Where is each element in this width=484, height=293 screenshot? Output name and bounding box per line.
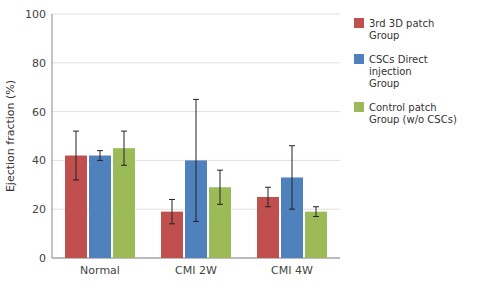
error-bar (289, 146, 295, 209)
y-axis-line (52, 14, 53, 258)
y-tick-label: 20 (32, 203, 46, 216)
y-tick-label: 100 (25, 8, 46, 21)
chart: 0 20 40 60 80 100 Normal CMI 2W CMI 4W Ejection f… (0, 0, 484, 293)
x-tick-label: Normal (80, 264, 120, 277)
y-axis-label: Ejection fraction (%) (4, 80, 17, 192)
error-bar (73, 131, 79, 180)
x-ticks: Normal CMI 2W CMI 4W (80, 264, 313, 277)
error-bar (313, 207, 319, 217)
y-tick-label: 0 (39, 252, 46, 265)
error-bar (169, 199, 175, 223)
grid-line (52, 62, 340, 63)
y-tick-label: 60 (32, 106, 46, 119)
y-tick-label: 80 (32, 57, 46, 70)
legend-label: 3rd 3D patchGroup (369, 18, 434, 41)
legend-label: Control patchGroup (w/o CSCs) (369, 102, 457, 125)
error-bar (217, 170, 223, 204)
grid-line (52, 14, 340, 15)
error-bar (265, 187, 271, 207)
legend-swatch (354, 102, 364, 112)
y-ticks: 0 20 40 60 80 100 (25, 8, 46, 265)
plot-area (65, 99, 327, 258)
legend-swatch (354, 18, 364, 28)
y-tick-label: 40 (32, 154, 46, 167)
x-tick-label: CMI 4W (271, 264, 313, 277)
grid (52, 14, 340, 258)
legend-swatch (354, 54, 364, 64)
error-bar (193, 99, 199, 221)
bar (89, 156, 111, 258)
legend-label: CSCs DirectinjectionGroup (369, 54, 428, 89)
bar (305, 212, 327, 258)
legend: 3rd 3D patchGroup CSCs DirectinjectionGro… (354, 18, 457, 125)
error-bar (97, 151, 103, 161)
error-bar (121, 131, 127, 165)
x-tick-label: CMI 2W (175, 264, 217, 277)
chart-container: 0 20 40 60 80 100 Normal CMI 2W CMI 4W Ejection f… (0, 0, 484, 293)
